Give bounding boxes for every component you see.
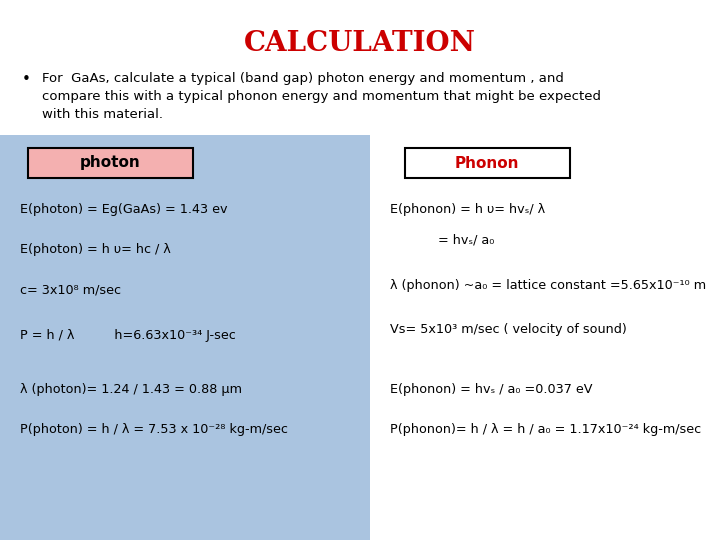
Text: P(photon) = h / λ = 7.53 x 10⁻²⁸ kg-m/sec: P(photon) = h / λ = 7.53 x 10⁻²⁸ kg-m/se… [20,423,288,436]
Text: with this material.: with this material. [42,108,163,121]
FancyBboxPatch shape [405,148,570,178]
Text: Phonon: Phonon [455,156,519,171]
Text: λ (phonon) ~a₀ = lattice constant =5.65x10⁻¹⁰ m: λ (phonon) ~a₀ = lattice constant =5.65x… [390,279,706,292]
FancyBboxPatch shape [28,148,193,178]
Text: c= 3x10⁸ m/sec: c= 3x10⁸ m/sec [20,284,121,296]
Text: E(phonon) = hvₛ / a₀ =0.037 eV: E(phonon) = hvₛ / a₀ =0.037 eV [390,383,593,396]
Text: E(phonon) = h υ= hvₛ/ λ: E(phonon) = h υ= hvₛ/ λ [390,204,545,217]
Text: E(photon) = h υ= hc / λ: E(photon) = h υ= hc / λ [20,244,171,256]
FancyBboxPatch shape [0,135,370,540]
Text: For  GaAs, calculate a typical (band gap) photon energy and momentum , and: For GaAs, calculate a typical (band gap)… [42,72,564,85]
Text: CALCULATION: CALCULATION [244,30,476,57]
Text: P = h / λ          h=6.63x10⁻³⁴ J-sec: P = h / λ h=6.63x10⁻³⁴ J-sec [20,328,235,341]
Text: λ (photon)= 1.24 / 1.43 = 0.88 μm: λ (photon)= 1.24 / 1.43 = 0.88 μm [20,383,242,396]
Text: E(photon) = Eg(GaAs) = 1.43 ev: E(photon) = Eg(GaAs) = 1.43 ev [20,204,228,217]
Text: photon: photon [80,156,140,171]
Text: = hvₛ/ a₀: = hvₛ/ a₀ [390,233,495,246]
Text: Vs= 5x10³ m/sec ( velocity of sound): Vs= 5x10³ m/sec ( velocity of sound) [390,323,626,336]
Text: •: • [22,72,31,87]
Text: P(phonon)= h / λ = h / a₀ = 1.17x10⁻²⁴ kg-m/sec: P(phonon)= h / λ = h / a₀ = 1.17x10⁻²⁴ k… [390,423,701,436]
Text: compare this with a typical phonon energy and momentum that might be expected: compare this with a typical phonon energ… [42,90,601,103]
